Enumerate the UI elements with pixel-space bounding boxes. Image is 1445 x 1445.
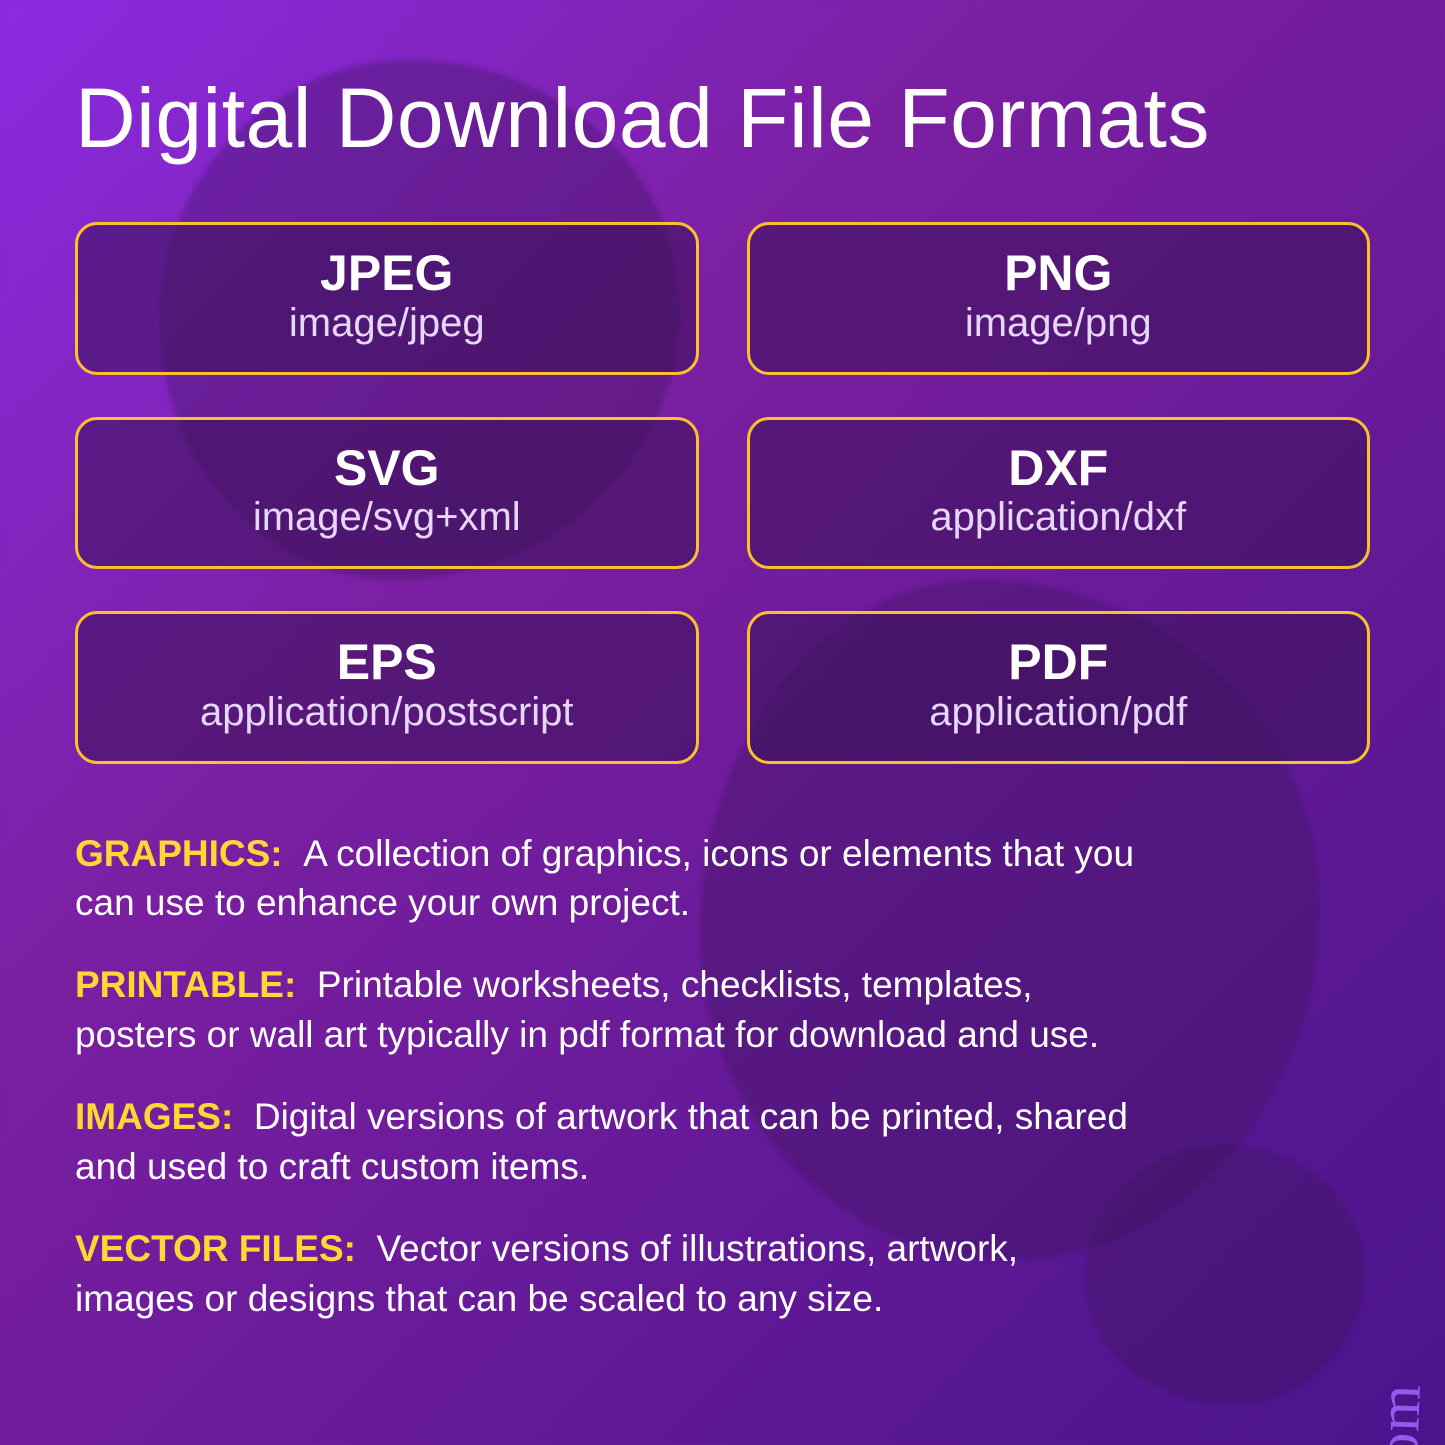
format-name: DXF (770, 442, 1348, 495)
definition-text: Digital versions of artwork that can be … (75, 1096, 1128, 1187)
format-mime: image/png (770, 300, 1348, 346)
definition-images: IMAGES: Digital versions of artwork that… (75, 1092, 1135, 1192)
format-card-jpeg: JPEG image/jpeg (75, 222, 699, 375)
definitions-block: GRAPHICS: A collection of graphics, icon… (75, 829, 1135, 1325)
format-name: SVG (98, 442, 676, 495)
format-grid: JPEG image/jpeg PNG image/png SVG image/… (75, 222, 1370, 764)
page-title: Digital Download File Formats (75, 70, 1370, 167)
format-name: JPEG (98, 247, 676, 300)
format-card-eps: EPS application/postscript (75, 611, 699, 764)
format-mime: application/dxf (770, 494, 1348, 540)
format-mime: application/pdf (770, 689, 1348, 735)
definition-label: VECTOR FILES: (75, 1228, 356, 1269)
definition-label: GRAPHICS: (75, 833, 283, 874)
format-mime: image/jpeg (98, 300, 676, 346)
watermark-signature: Artpie Designs.com (1349, 1383, 1435, 1445)
definition-label: PRINTABLE: (75, 964, 296, 1005)
format-card-svg: SVG image/svg+xml (75, 417, 699, 570)
definition-graphics: GRAPHICS: A collection of graphics, icon… (75, 829, 1135, 929)
format-mime: application/postscript (98, 689, 676, 735)
format-name: PNG (770, 247, 1348, 300)
infographic-container: Digital Download File Formats JPEG image… (0, 0, 1445, 1445)
format-card-pdf: PDF application/pdf (747, 611, 1371, 764)
format-name: PDF (770, 636, 1348, 689)
format-card-png: PNG image/png (747, 222, 1371, 375)
format-mime: image/svg+xml (98, 494, 676, 540)
definition-label: IMAGES: (75, 1096, 233, 1137)
definition-printable: PRINTABLE: Printable worksheets, checkli… (75, 960, 1135, 1060)
definition-vector-files: VECTOR FILES: Vector versions of illustr… (75, 1224, 1135, 1324)
format-name: EPS (98, 636, 676, 689)
format-card-dxf: DXF application/dxf (747, 417, 1371, 570)
